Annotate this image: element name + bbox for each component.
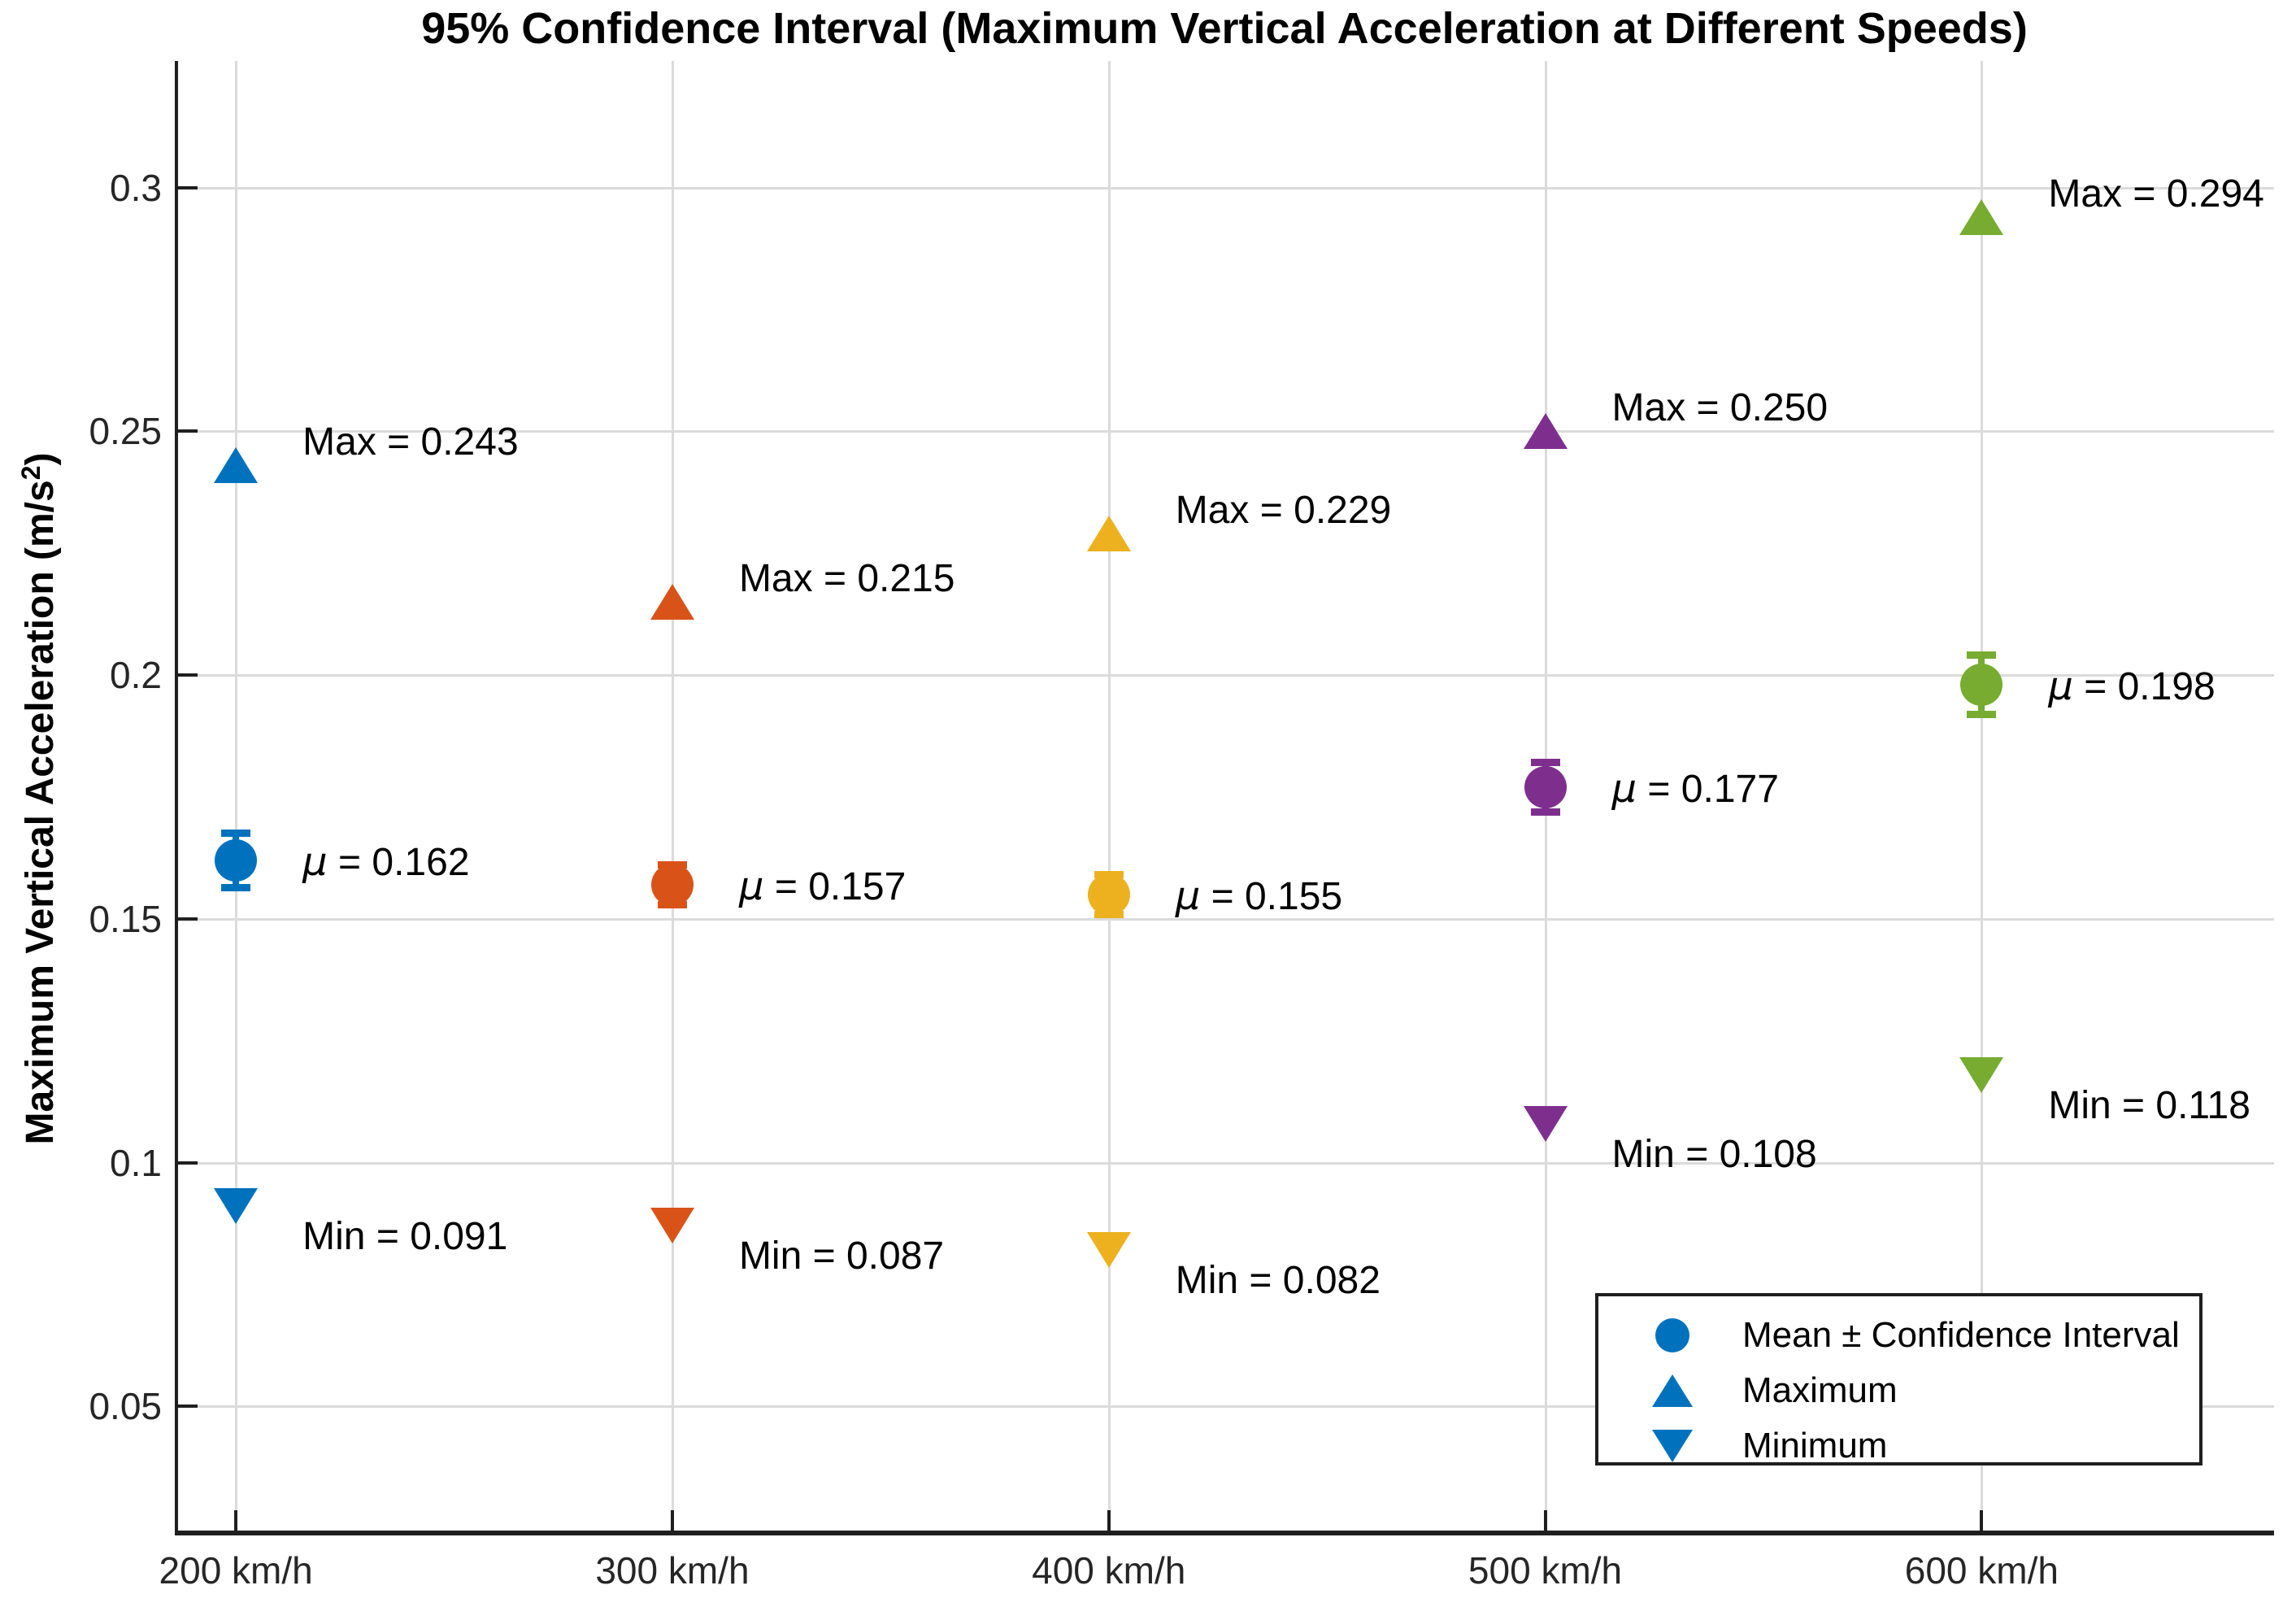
y-axis-label-superscript: 2	[16, 465, 46, 481]
confidence-interval-cap-top	[1530, 759, 1560, 767]
mean-value-label: μ = 0.157	[738, 863, 907, 909]
y-axis-tick-label: 0.1	[110, 1141, 162, 1184]
y-axis-tick-label: 0.3	[110, 166, 162, 209]
triangle-up-icon	[1652, 1374, 1693, 1407]
y-axis-tick	[175, 1161, 198, 1165]
y-axis-tick-label: 0.2	[110, 654, 162, 697]
legend-item-minimum: Minimum	[1598, 1418, 2199, 1474]
mean-value-label: μ = 0.177	[1611, 766, 1779, 812]
legend-label-maximum: Maximum	[1742, 1370, 1898, 1410]
confidence-interval-cap-bottom	[221, 883, 251, 891]
legend-label-minimum: Minimum	[1742, 1426, 1888, 1465]
legend-item-mean: Mean ± Confidence Interval	[1598, 1308, 2199, 1363]
gridline-y	[175, 1161, 2274, 1165]
mean-marker-circle	[1960, 664, 2003, 707]
gridline-y	[175, 186, 2274, 189]
min-value-label: Min = 0.087	[738, 1235, 945, 1278]
y-axis-tick	[175, 185, 198, 189]
gridline-y	[175, 430, 2274, 433]
legend-box: Mean ± Confidence Interval Maximum Minim…	[1595, 1293, 2203, 1465]
x-axis-tick-label: 300 km/h	[595, 1549, 750, 1592]
y-axis-label: Maximum Vertical Acceleration (m/s2)	[16, 148, 67, 1449]
gridline-x	[235, 61, 238, 1533]
max-marker-triangle	[650, 584, 694, 621]
x-axis-tick	[670, 1510, 674, 1533]
chart-title: 95% Confidence Interval (Maximum Vertica…	[421, 4, 2028, 53]
gridline-x	[1981, 61, 1984, 1533]
x-axis-tick-label: 200 km/h	[159, 1549, 313, 1592]
max-marker-triangle	[1959, 198, 2004, 235]
mean-marker-circle	[215, 838, 258, 882]
y-axis-tick-label: 0.15	[89, 897, 162, 940]
y-axis-tick	[175, 673, 198, 677]
legend-item-maximum: Maximum	[1598, 1363, 2199, 1418]
max-value-label: Max = 0.243	[302, 420, 519, 464]
x-axis-tick	[1980, 1510, 1984, 1533]
max-value-label: Max = 0.294	[2048, 172, 2264, 216]
gridline-x	[1107, 61, 1111, 1533]
min-marker-triangle	[1086, 1232, 1131, 1269]
x-axis-tick-label: 400 km/h	[1032, 1549, 1186, 1592]
mean-marker-circle	[1524, 766, 1567, 808]
min-value-label: Min = 0.118	[2048, 1083, 2250, 1127]
max-value-label: Max = 0.215	[738, 557, 955, 601]
x-axis-tick	[1543, 1510, 1547, 1533]
mean-marker-circle	[1087, 873, 1130, 916]
min-marker-triangle	[214, 1188, 259, 1225]
min-marker-triangle	[650, 1208, 694, 1244]
confidence-interval-cap-top	[221, 829, 251, 837]
max-marker-triangle	[1086, 516, 1131, 552]
min-value-label: Min = 0.091	[302, 1215, 508, 1259]
triangle-down-icon	[1652, 1430, 1693, 1462]
x-axis-tick-label: 500 km/h	[1468, 1549, 1623, 1592]
x-axis-tick-label: 600 km/h	[1904, 1549, 2059, 1592]
y-axis-line	[175, 61, 178, 1533]
gridline-y	[175, 674, 2274, 677]
y-axis-tick-label: 0.25	[89, 410, 162, 453]
max-marker-triangle	[214, 447, 259, 484]
y-axis-tick-label: 0.05	[89, 1385, 162, 1428]
confidence-interval-cap-bottom	[1967, 711, 1997, 719]
confidence-interval-cap-top	[1967, 651, 1997, 660]
gridline-x	[671, 61, 674, 1533]
min-marker-triangle	[1959, 1056, 2004, 1093]
confidence-interval-cap-bottom	[1530, 808, 1560, 816]
x-axis-line	[175, 1531, 2274, 1535]
mean-value-label: μ = 0.198	[2048, 664, 2216, 710]
y-axis-label-close: )	[19, 452, 62, 466]
x-axis-tick	[1107, 1510, 1111, 1533]
y-axis-tick	[175, 917, 198, 921]
max-value-label: Max = 0.250	[1611, 386, 1829, 430]
gridline-y	[175, 917, 2274, 921]
mean-marker-circle	[650, 863, 694, 906]
y-axis-tick	[175, 429, 198, 433]
legend-label-mean: Mean ± Confidence Interval	[1742, 1315, 2180, 1355]
max-value-label: Max = 0.229	[1175, 489, 1392, 533]
y-axis-tick	[175, 1404, 198, 1409]
mean-value-label: μ = 0.162	[302, 838, 470, 885]
gridline-y	[175, 1405, 2274, 1409]
min-value-label: Min = 0.108	[1611, 1132, 1817, 1176]
min-value-label: Min = 0.082	[1175, 1259, 1381, 1303]
max-marker-triangle	[1523, 413, 1568, 450]
min-marker-triangle	[1523, 1105, 1568, 1142]
x-axis-tick	[234, 1510, 238, 1533]
mean-value-label: μ = 0.155	[1175, 873, 1343, 919]
y-axis-label-text: Maximum Vertical Acceleration (m/s	[19, 480, 62, 1145]
